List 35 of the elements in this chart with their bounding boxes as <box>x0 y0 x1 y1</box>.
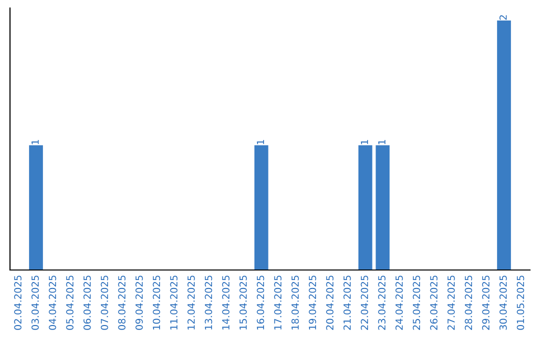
x-tick-label: 08.04.2025 <box>118 276 126 330</box>
x-tick-label: 13.04.2025 <box>204 276 212 330</box>
x-tick-label: 21.04.2025 <box>343 276 351 330</box>
x-tick-label: 27.04.2025 <box>447 276 455 330</box>
x-tick-label: 01.05.2025 <box>516 276 524 330</box>
x-tick-label: 04.04.2025 <box>48 276 56 330</box>
x-tick-label: 19.04.2025 <box>308 276 316 330</box>
x-tick-label: 25.04.2025 <box>412 276 420 330</box>
data-label: 1 <box>256 140 264 144</box>
x-tick-label: 24.04.2025 <box>395 276 403 330</box>
data-label: 1 <box>32 140 39 144</box>
x-tick-label: 22.04.2025 <box>360 276 368 330</box>
x-tick-label: 20.04.2025 <box>326 276 334 330</box>
x-tick-label: 30.04.2025 <box>499 276 507 330</box>
x-tick-label: 23.04.2025 <box>378 276 386 330</box>
data-label: 1 <box>378 140 386 144</box>
data-label: 1 <box>360 140 368 144</box>
x-tick-label: 07.04.2025 <box>100 276 108 330</box>
x-tick-label: 14.04.2025 <box>222 276 230 330</box>
x-tick-label: 15.04.2025 <box>239 276 247 330</box>
x-tick-label: 29.04.2025 <box>482 276 490 330</box>
data-label: 2 <box>499 15 507 20</box>
x-tick-label: 02.04.2025 <box>14 276 22 330</box>
x-tick-label: 10.04.2025 <box>152 276 160 330</box>
x-tick-label: 16.04.2025 <box>256 276 264 330</box>
x-tick-label: 05.04.2025 <box>66 276 74 330</box>
x-tick-label: 06.04.2025 <box>83 276 91 330</box>
x-tick-label: 26.04.2025 <box>430 276 438 330</box>
x-tick-label: 28.04.2025 <box>464 276 472 330</box>
x-tick-label: 03.04.2025 <box>31 276 39 330</box>
x-tick-label: 18.04.2025 <box>291 276 299 330</box>
x-tick-label: 12.04.2025 <box>187 276 195 330</box>
x-tick-label: 11.04.2025 <box>170 276 178 330</box>
x-tick-label: 09.04.2025 <box>135 276 143 330</box>
x-tick-label: 17.04.2025 <box>274 276 282 330</box>
